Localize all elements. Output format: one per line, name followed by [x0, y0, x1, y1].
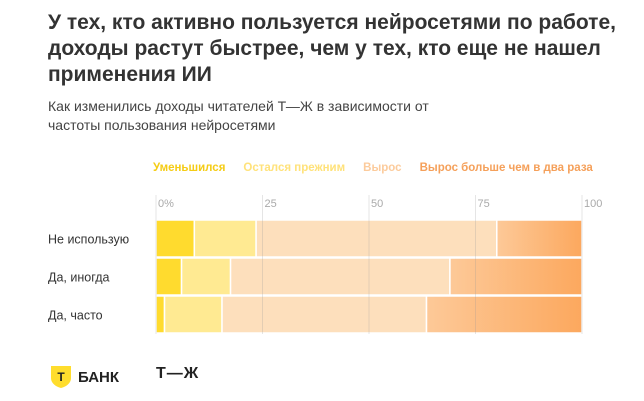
bar-segment — [229, 257, 451, 296]
shield-letter: Т — [57, 370, 65, 384]
legend-item: Вырос — [363, 162, 402, 174]
x-tick-label: 0% — [158, 198, 174, 210]
bar-segment — [221, 295, 428, 334]
legend-item: Уменьшился — [153, 162, 226, 174]
bar-segment — [155, 257, 183, 296]
legend-item: Остался прежним — [243, 162, 346, 174]
x-tick-label: 75 — [478, 198, 490, 210]
bar-segment — [193, 219, 257, 258]
category-label: Не использую — [48, 233, 129, 247]
legend: Уменьшился Остался прежним Вырос Вырос б… — [153, 162, 593, 174]
bar-segment — [155, 295, 166, 334]
x-tick-label: 25 — [265, 198, 277, 210]
bar-segment — [496, 219, 583, 258]
category-label: Да, иногда — [48, 271, 109, 285]
bank-wordmark: БАНК — [78, 368, 120, 386]
legend-item: Вырос больше чем в два раза — [419, 162, 593, 174]
bar-segment — [163, 295, 223, 334]
x-tick-label: 100 — [584, 198, 602, 210]
chart-title: У тех, кто активно пользуется нейросетям… — [48, 11, 616, 86]
t-bank-logo: Т БАНК — [50, 365, 119, 389]
bar-segment — [155, 219, 196, 258]
bar-segment — [180, 257, 232, 296]
bar-segment — [425, 295, 583, 334]
bar-segment — [449, 257, 583, 296]
x-tick-label: 50 — [371, 198, 383, 210]
chart-subtitle: Как изменились доходы читателей Т—Ж в за… — [48, 98, 429, 133]
category-label: Да, часто — [48, 309, 103, 323]
tzh-logo: Т—Ж — [156, 365, 200, 382]
bar-segment — [255, 219, 498, 258]
t-bank-shield-icon: Т — [51, 366, 71, 388]
